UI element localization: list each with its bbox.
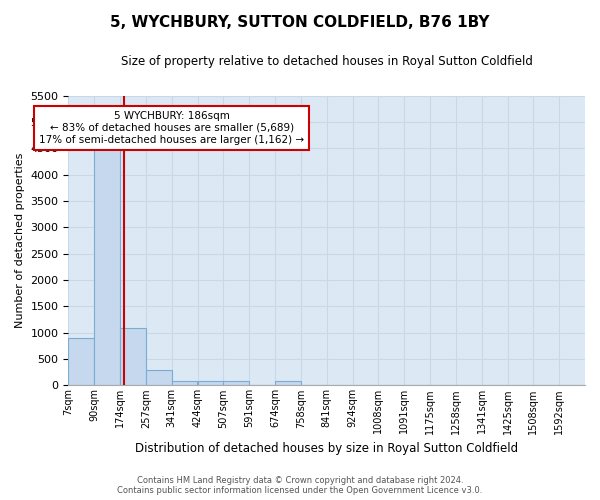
X-axis label: Distribution of detached houses by size in Royal Sutton Coldfield: Distribution of detached houses by size … <box>135 442 518 455</box>
Bar <box>275 382 301 386</box>
Text: Contains HM Land Registry data © Crown copyright and database right 2024.
Contai: Contains HM Land Registry data © Crown c… <box>118 476 482 495</box>
Bar <box>94 144 120 386</box>
Bar <box>68 338 94 386</box>
Text: 5, WYCHBURY, SUTTON COLDFIELD, B76 1BY: 5, WYCHBURY, SUTTON COLDFIELD, B76 1BY <box>110 15 490 30</box>
Bar <box>223 382 249 386</box>
Bar <box>172 380 197 386</box>
Y-axis label: Number of detached properties: Number of detached properties <box>15 153 25 328</box>
Bar <box>146 370 172 386</box>
Bar <box>197 382 223 386</box>
Title: Size of property relative to detached houses in Royal Sutton Coldfield: Size of property relative to detached ho… <box>121 55 533 68</box>
Bar <box>120 328 146 386</box>
Text: 5 WYCHBURY: 186sqm
← 83% of detached houses are smaller (5,689)
17% of semi-deta: 5 WYCHBURY: 186sqm ← 83% of detached hou… <box>39 112 304 144</box>
